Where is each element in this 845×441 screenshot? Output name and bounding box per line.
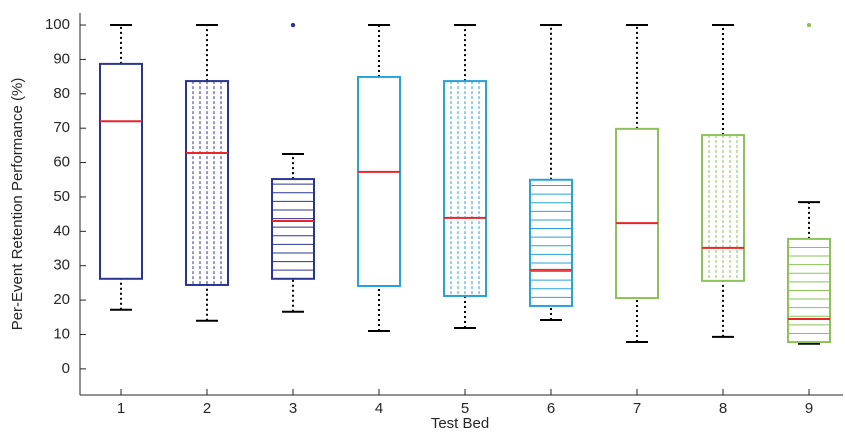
y-axis-label: Per-Event Retention Performance (%): [9, 78, 26, 331]
x-tick-label: 9: [805, 400, 813, 417]
x-axis-label: Test Bed: [431, 415, 489, 432]
y-tick-label: 40: [53, 222, 70, 239]
y-tick-label: 50: [53, 188, 70, 205]
y-tick-label: 10: [53, 325, 70, 342]
y-tick-label: 100: [45, 16, 70, 33]
x-tick-label: 1: [117, 400, 125, 417]
outlier: [290, 22, 296, 28]
x-tick-label: 5: [461, 400, 469, 417]
y-tick-label: 0: [62, 360, 70, 377]
x-tick-label: 8: [719, 400, 727, 417]
box: [357, 75, 401, 288]
outlier: [806, 22, 812, 28]
box: [99, 62, 143, 280]
y-tick-label: 70: [53, 119, 70, 136]
box: [271, 178, 315, 280]
x-tick-label: 3: [289, 400, 297, 417]
y-tick-label: 80: [53, 85, 70, 102]
y-tick-label: 60: [53, 154, 70, 171]
x-tick-label: 2: [203, 400, 211, 417]
y-tick-label: 90: [53, 50, 70, 67]
box: [529, 178, 573, 307]
x-tick-label: 7: [633, 400, 641, 417]
x-tick-label: 4: [375, 400, 383, 417]
box: [615, 127, 659, 300]
y-tick-label: 30: [53, 257, 70, 274]
x-tick-label: 6: [547, 400, 555, 417]
y-tick-label: 20: [53, 291, 70, 308]
